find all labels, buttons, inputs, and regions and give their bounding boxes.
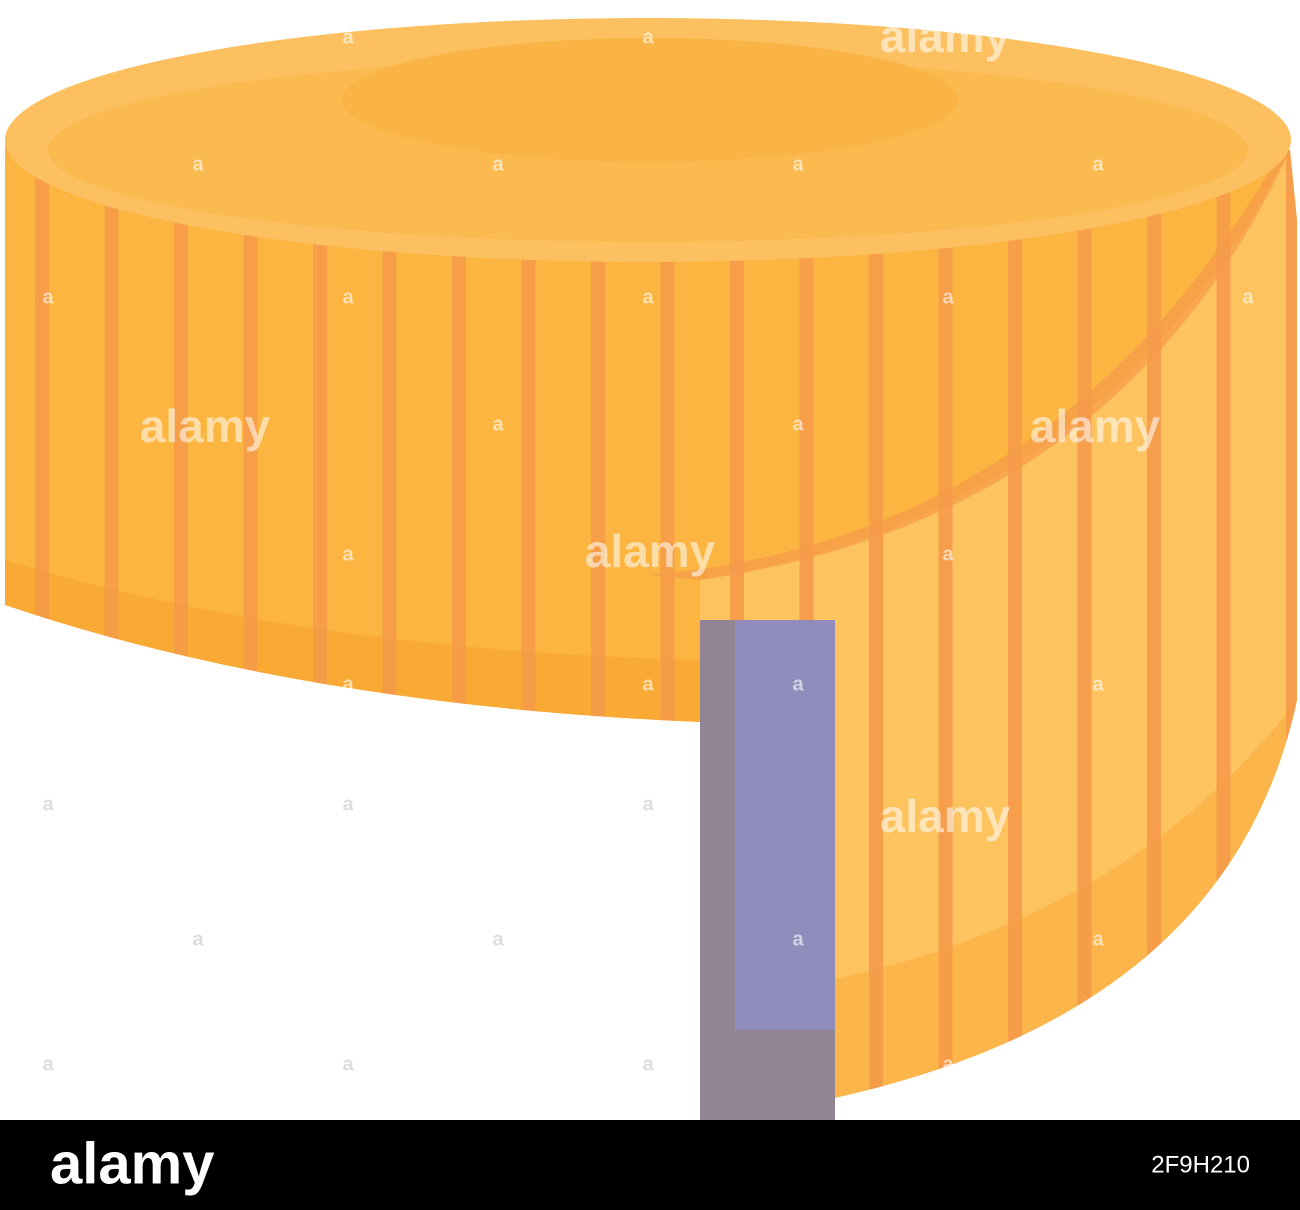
watermark-mark: a (192, 928, 204, 950)
watermark-mark: a (1092, 673, 1104, 695)
watermark-mark: a (342, 1053, 354, 1075)
watermark-mark: a (342, 673, 354, 695)
stripe (313, 150, 327, 722)
watermark-mark: a (1092, 928, 1104, 950)
watermark-mark: a (1092, 153, 1104, 175)
stripe (521, 150, 536, 722)
watermark-mark: a (492, 153, 504, 175)
watermark-mark: a (642, 26, 654, 48)
stripe (1147, 150, 1161, 1120)
stripe (104, 150, 119, 722)
watermark-mark: a (342, 286, 354, 308)
tape-fold (650, 150, 1290, 580)
watermark-word: alamy (1030, 400, 1161, 452)
footer-bar (0, 1120, 1300, 1210)
tape-roll-core (342, 38, 958, 162)
watermark-mark: a (1092, 26, 1104, 48)
watermark-word: alamy (585, 525, 716, 577)
watermark-mark: a (42, 793, 54, 815)
watermark-mark: a (792, 928, 804, 950)
watermark-mark: a (792, 673, 804, 695)
watermark-mark: a (1242, 286, 1254, 308)
stripe (243, 150, 258, 722)
tape-flap-shadow (700, 700, 1297, 1120)
watermark-mark: a (642, 673, 654, 695)
footer-logo: alamy (50, 1131, 214, 1196)
watermark-mark: a (42, 673, 54, 695)
watermark-mark: a (42, 1053, 54, 1075)
stripe (1286, 150, 1297, 1120)
watermark-mark: a (642, 286, 654, 308)
watermark-mark: a (42, 286, 54, 308)
watermark-mark: a (792, 153, 804, 175)
stripe (591, 150, 605, 722)
watermark-mark: a (942, 543, 954, 565)
watermark-mark: a (342, 543, 354, 565)
watermark-mark: a (642, 1053, 654, 1075)
watermark-word: alamy (140, 400, 271, 452)
watermark-word: alamy (880, 790, 1011, 842)
watermark-mark: a (192, 153, 204, 175)
watermarks: alamy alamy alamy alamy alamy a a a a a a a a a a a a a a a… (42, 10, 1254, 1075)
stripe (174, 150, 188, 722)
watermark-mark: a (942, 1053, 954, 1075)
watermark-mark: a (342, 793, 354, 815)
watermark-mark: a (342, 26, 354, 48)
watermark-mark: a (492, 413, 504, 435)
stripe (35, 150, 49, 722)
stripe (660, 150, 675, 722)
watermark-mark: a (642, 793, 654, 815)
footer-id: 2F9H210 (1151, 1151, 1250, 1178)
watermark-mark: a (1242, 1053, 1254, 1075)
watermark-mark: a (492, 928, 504, 950)
watermark-mark: a (792, 413, 804, 435)
watermark-mark: a (942, 286, 954, 308)
stripe (382, 150, 397, 722)
watermark-word: alamy (880, 10, 1011, 62)
tape-inner-shade (700, 1030, 835, 1120)
stripe (452, 150, 466, 722)
